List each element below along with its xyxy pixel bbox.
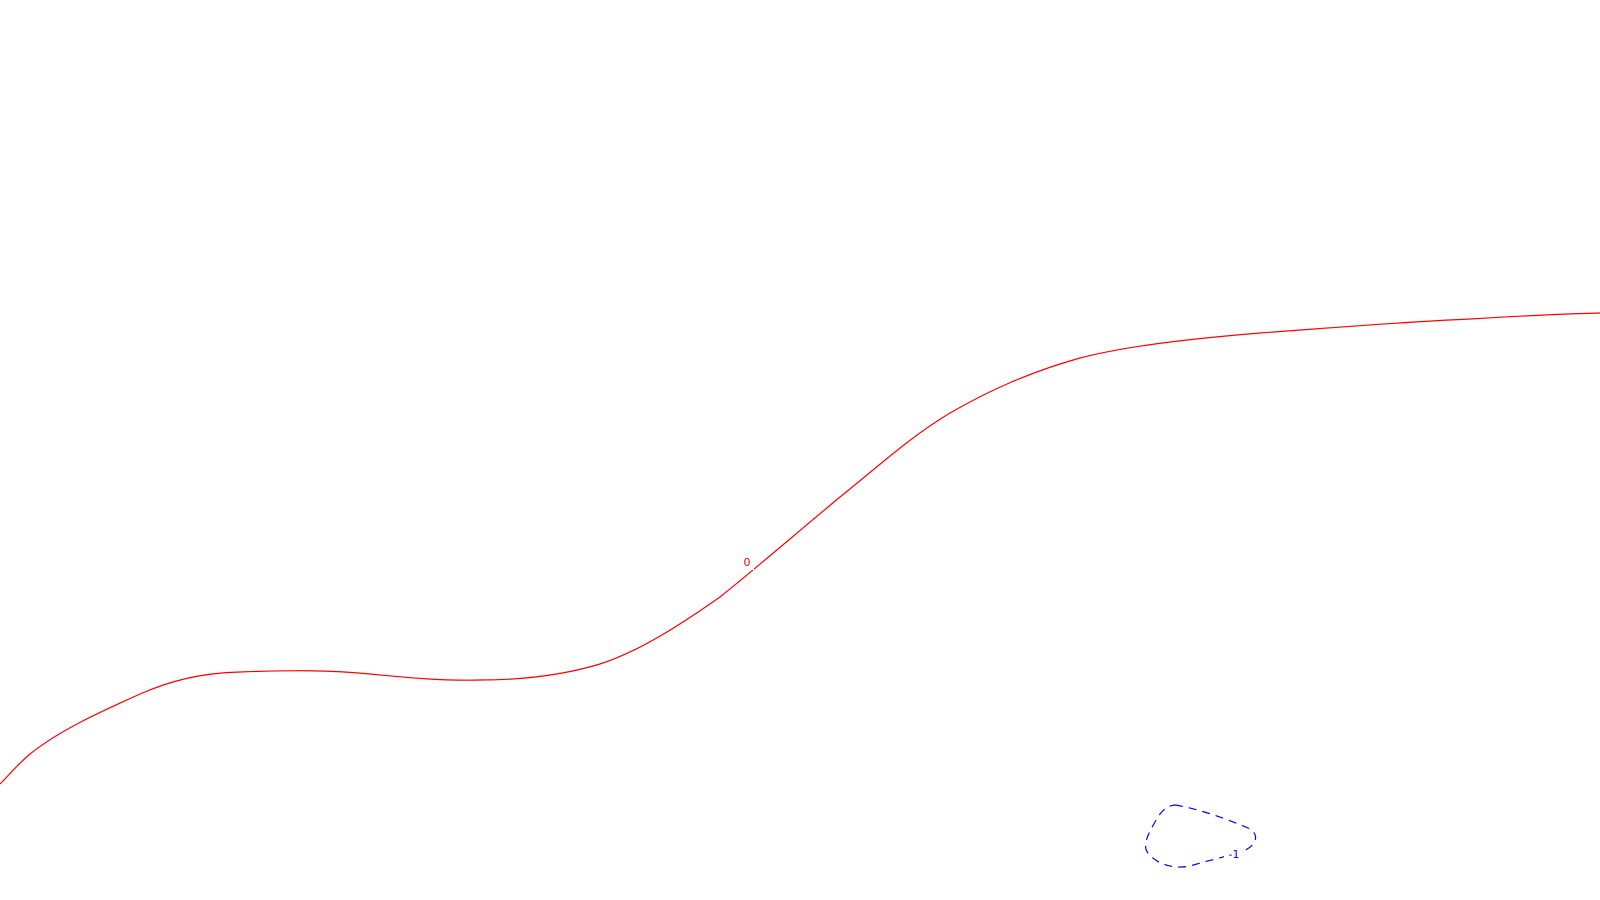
contour-label-level-0: 0 bbox=[744, 556, 751, 569]
contour-label-level-minus-1: -1 bbox=[1229, 848, 1240, 861]
contour-path-level-0 bbox=[0, 312, 1600, 785]
contour-line-level-minus-1: -1 bbox=[1144, 804, 1257, 868]
contour-label-bg-level-minus-1 bbox=[1224, 846, 1244, 861]
contour-label-bg-level-0 bbox=[740, 554, 754, 570]
contour-path-level-minus-1 bbox=[1144, 804, 1257, 868]
contour-line-level-0: 0 bbox=[0, 312, 1600, 785]
